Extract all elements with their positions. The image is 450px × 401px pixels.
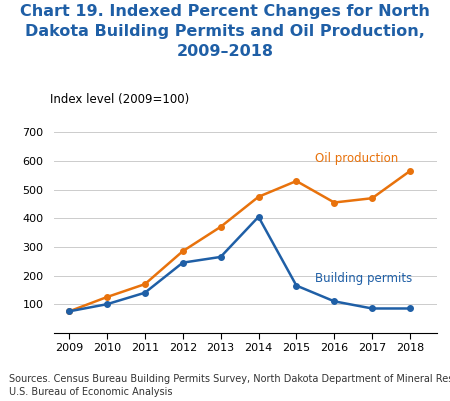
Text: Oil production: Oil production xyxy=(315,152,399,164)
Text: Sources. Census Bureau Building Permits Survey, North Dakota Department of Miner: Sources. Census Bureau Building Permits … xyxy=(9,374,450,397)
Text: Chart 19. Indexed Percent Changes for North
Dakota Building Permits and Oil Prod: Chart 19. Indexed Percent Changes for No… xyxy=(20,4,430,59)
Text: Index level (2009=100): Index level (2009=100) xyxy=(50,93,189,106)
Text: Building permits: Building permits xyxy=(315,272,413,285)
